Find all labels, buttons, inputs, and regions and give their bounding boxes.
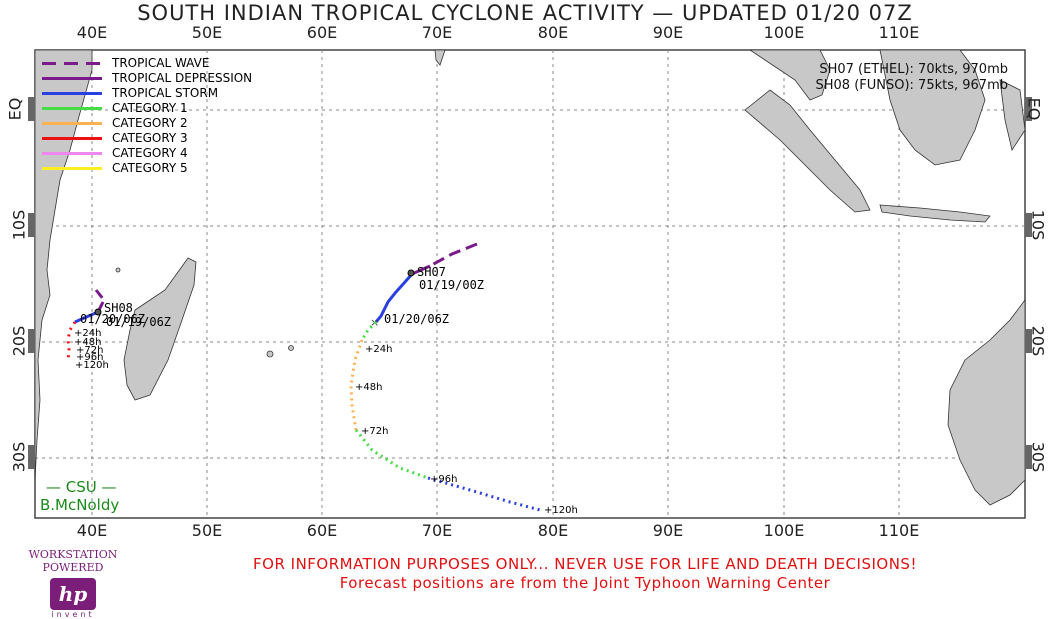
- lon-top-60e: 60E: [306, 23, 338, 42]
- sh07-id-label: SH07: [417, 265, 446, 279]
- lon-top-70e: 70E: [421, 23, 453, 42]
- active-storms-summary: SH07 (ETHEL): 70kts, 970mb SH08 (FUNSO):…: [816, 62, 1009, 94]
- sh07-fc48-label: +48h: [355, 382, 382, 393]
- map-title: SOUTH INDIAN TROPICAL CYCLONE ACTIVITY —…: [137, 1, 913, 25]
- lon-top-110e: 110E: [878, 23, 920, 42]
- sh07-fc96-label: +96h: [430, 474, 457, 485]
- sh07-forecast-cat1-segment: [360, 320, 378, 341]
- lat-left-30s: 30S: [9, 441, 29, 473]
- sh07-now-label: 01/20/06Z: [384, 312, 449, 326]
- lon-top-50e: 50E: [191, 23, 223, 42]
- legend-swatch-category-3: [42, 137, 102, 140]
- sh08-position-marker: [94, 308, 102, 316]
- hp-badge-tagline: invent: [51, 610, 95, 619]
- credit-org: — CSU —: [46, 478, 117, 496]
- sh08-depression-segment: [94, 289, 106, 313]
- lon-bot-50e: 50E: [191, 521, 223, 540]
- legend-swatch-tropical-storm: [42, 92, 102, 95]
- sh08-fc24-label: +24h: [74, 328, 101, 339]
- legend-label-tropical-storm: TROPICAL STORM: [112, 86, 219, 100]
- storm-summary-sh07: SH07 (ETHEL): 70kts, 970mb: [819, 62, 1008, 77]
- sh08-fc120-label: +120h: [75, 360, 109, 371]
- sh08-now-label: 01/19/06Z: [106, 315, 171, 329]
- sh07-fc24-label: +24h: [365, 344, 392, 355]
- lon-bot-60e: 60E: [306, 521, 338, 540]
- disclaimer-source: Forecast positions are from the Joint Ty…: [339, 574, 831, 592]
- sh08-start-label: 01/20/06Z: [80, 312, 145, 326]
- sh07-forecast-cat1b-segment: [354, 429, 429, 480]
- land-malaya: [748, 49, 831, 101]
- land-sulawesi: [999, 79, 1026, 152]
- hp-badge: WORKSTATION POWERED hp invent: [8, 548, 138, 619]
- legend-swatch-tropical-wave: [42, 62, 102, 65]
- lon-bot-70e: 70E: [421, 521, 453, 540]
- legend-label-category-5: CATEGORY 5: [112, 161, 188, 175]
- disclaimer-warning: FOR INFORMATION PURPOSES ONLY... NEVER U…: [253, 555, 917, 573]
- lon-bot-100e: 100E: [763, 521, 805, 540]
- lat-right-10s: 10S: [1028, 209, 1048, 241]
- sh07-storm-segment: [374, 273, 414, 323]
- land-masses: [34, 49, 1026, 506]
- land-comoros: [115, 267, 121, 273]
- legend-label-tropical-depression: TROPICAL DEPRESSION: [112, 71, 253, 85]
- legend-label-category-3: CATEGORY 3: [112, 131, 188, 145]
- lat-right-20s: 20S: [1028, 325, 1048, 357]
- land-mauritius: [288, 345, 294, 351]
- lon-bot-80e: 80E: [537, 521, 569, 540]
- cyclone-map[interactable]: × SH07 01/19/00Z 01/20/06Z +24h +48h +72…: [0, 0, 1050, 600]
- lat-left-eq: EQ: [5, 97, 25, 121]
- legend-swatch-category-4: [42, 152, 102, 155]
- track-sh07[interactable]: × SH07 01/19/00Z 01/20/06Z +24h +48h +72…: [349, 242, 578, 516]
- frame-ticks: [28, 97, 1032, 469]
- land-sumatra: [744, 89, 871, 213]
- lat-right-30s: 30S: [1028, 441, 1048, 473]
- land-borneo: [879, 49, 986, 166]
- legend-swatch-category-2: [42, 122, 102, 125]
- land-africa: [34, 49, 93, 481]
- legend-swatch-category-5: [42, 167, 102, 170]
- credit-author: B.McNoldy: [40, 496, 120, 514]
- sh07-fc72-label: +72h: [361, 426, 388, 437]
- disclaimer: FOR INFORMATION PURPOSES ONLY... NEVER U…: [140, 555, 1030, 593]
- lon-top-80e: 80E: [537, 23, 569, 42]
- land-java: [879, 204, 991, 223]
- land-madagascar: [123, 257, 197, 401]
- legend-label-category-2: CATEGORY 2: [112, 116, 188, 130]
- legend-swatch-tropical-depression: [42, 77, 102, 80]
- sh08-storm-segment: [74, 310, 99, 324]
- sh08-fc96-label: +96h: [76, 352, 103, 363]
- sh08-fc48-label: +48h: [74, 337, 101, 348]
- sh07-depression-segment: [411, 264, 431, 276]
- lon-bot-110e: 110E: [878, 521, 920, 540]
- lon-top-40e: 40E: [76, 23, 108, 42]
- sh07-fc120-label: +120h: [544, 505, 578, 516]
- lon-bot-40e: 40E: [76, 521, 108, 540]
- legend-label-category-4: CATEGORY 4: [112, 146, 188, 160]
- land-australia: [947, 298, 1026, 506]
- track-sh08[interactable]: SH08 01/20/06Z 01/19/06Z +24h +48h +72h …: [66, 289, 171, 371]
- credit-block: — CSU — B.McNoldy: [40, 478, 119, 514]
- hp-badge-caption: WORKSTATION POWERED: [28, 548, 118, 574]
- map-frame: [34, 49, 1026, 519]
- lon-top-90e: 90E: [652, 23, 684, 42]
- land-reunion: [266, 350, 274, 358]
- sh07-position-marker: [407, 269, 415, 277]
- lat-right-eq: EQ: [1024, 97, 1044, 121]
- hp-logo-icon: hp: [50, 578, 96, 610]
- lon-bot-90e: 90E: [652, 521, 684, 540]
- sh08-id-label: SH08: [104, 301, 133, 315]
- storm-summary-sh08: SH08 (FUNSO): 75kts, 967mb: [815, 78, 1009, 93]
- land-india: [434, 49, 446, 66]
- legend-swatch-category-1: [42, 107, 102, 110]
- sh07-wave-segment: [429, 242, 478, 268]
- sh07-start-label: 01/19/00Z: [419, 278, 484, 292]
- lon-top-100e: 100E: [763, 23, 805, 42]
- legend-label-tropical-wave: TROPICAL WAVE: [112, 56, 210, 70]
- lat-left-10s: 10S: [9, 209, 29, 241]
- sh08-fc72-label: +72h: [76, 345, 103, 356]
- legend-label-category-1: CATEGORY 1: [112, 101, 188, 115]
- lat-left-20s: 20S: [9, 325, 29, 357]
